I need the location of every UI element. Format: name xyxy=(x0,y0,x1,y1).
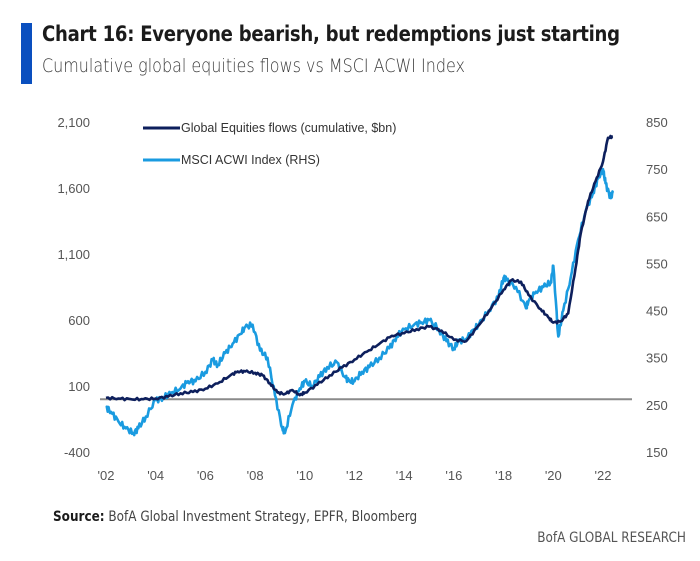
x-tick-label: '16 xyxy=(445,468,462,483)
brand-label: BofA GLOBAL RESEARCH xyxy=(537,530,686,546)
right-tick-label: 250 xyxy=(646,398,668,413)
right-tick-label: 550 xyxy=(646,256,668,271)
source-text: BofA Global Investment Strategy, EPFR, B… xyxy=(104,509,418,525)
right-axis: 850 750 650 550 450 350 250 150 xyxy=(646,115,668,460)
source-label: Source: xyxy=(53,509,105,525)
left-tick-label: 600 xyxy=(68,313,90,328)
x-tick-label: '22 xyxy=(595,468,612,483)
right-tick-label: 450 xyxy=(646,304,668,319)
left-tick-label: 1,600 xyxy=(57,181,90,196)
left-tick-label: 100 xyxy=(68,379,90,394)
x-tick-label: '08 xyxy=(247,468,264,483)
series-line-msci-acwi xyxy=(105,167,615,437)
x-tick-label: '12 xyxy=(346,468,363,483)
chart-subtitle: Cumulative global equities flows vs MSCI… xyxy=(42,55,465,77)
x-tick-label: '04 xyxy=(147,468,164,483)
x-tick-label: '06 xyxy=(197,468,214,483)
x-tick-label: '18 xyxy=(495,468,512,483)
left-axis: 2,100 1,600 1,100 600 100 -400 xyxy=(57,115,90,460)
series-line-global-equities-flows xyxy=(105,134,614,402)
right-tick-label: 650 xyxy=(646,209,668,224)
source-note: Source: BofA Global Investment Strategy,… xyxy=(53,509,417,525)
x-axis: '02 '04 '06 '08 '10 '12 '14 '16 '18 '20 '22 xyxy=(98,468,612,483)
chart-title: Chart 16: Everyone bearish, but redempti… xyxy=(42,22,620,46)
left-tick-label: -400 xyxy=(64,445,90,460)
legend-label-msci: MSCI ACWI Index (RHS) xyxy=(181,153,320,167)
x-tick-label: '02 xyxy=(98,468,115,483)
legend: Global Equities flows (cumulative, $bn) … xyxy=(143,121,396,167)
x-tick-label: '14 xyxy=(396,468,413,483)
left-tick-label: 2,100 xyxy=(57,115,90,130)
x-tick-label: '10 xyxy=(296,468,313,483)
legend-label-flows: Global Equities flows (cumulative, $bn) xyxy=(181,121,396,135)
left-tick-label: 1,100 xyxy=(57,247,90,262)
right-tick-label: 350 xyxy=(646,351,668,366)
x-tick-label: '20 xyxy=(545,468,562,483)
chart-area: 2,100 1,600 1,100 600 100 -400 850 750 650 550 45… xyxy=(57,115,668,483)
right-tick-label: 150 xyxy=(646,445,668,460)
title-accent-bar xyxy=(21,23,32,84)
right-tick-label: 850 xyxy=(646,115,668,130)
right-tick-label: 750 xyxy=(646,162,668,177)
